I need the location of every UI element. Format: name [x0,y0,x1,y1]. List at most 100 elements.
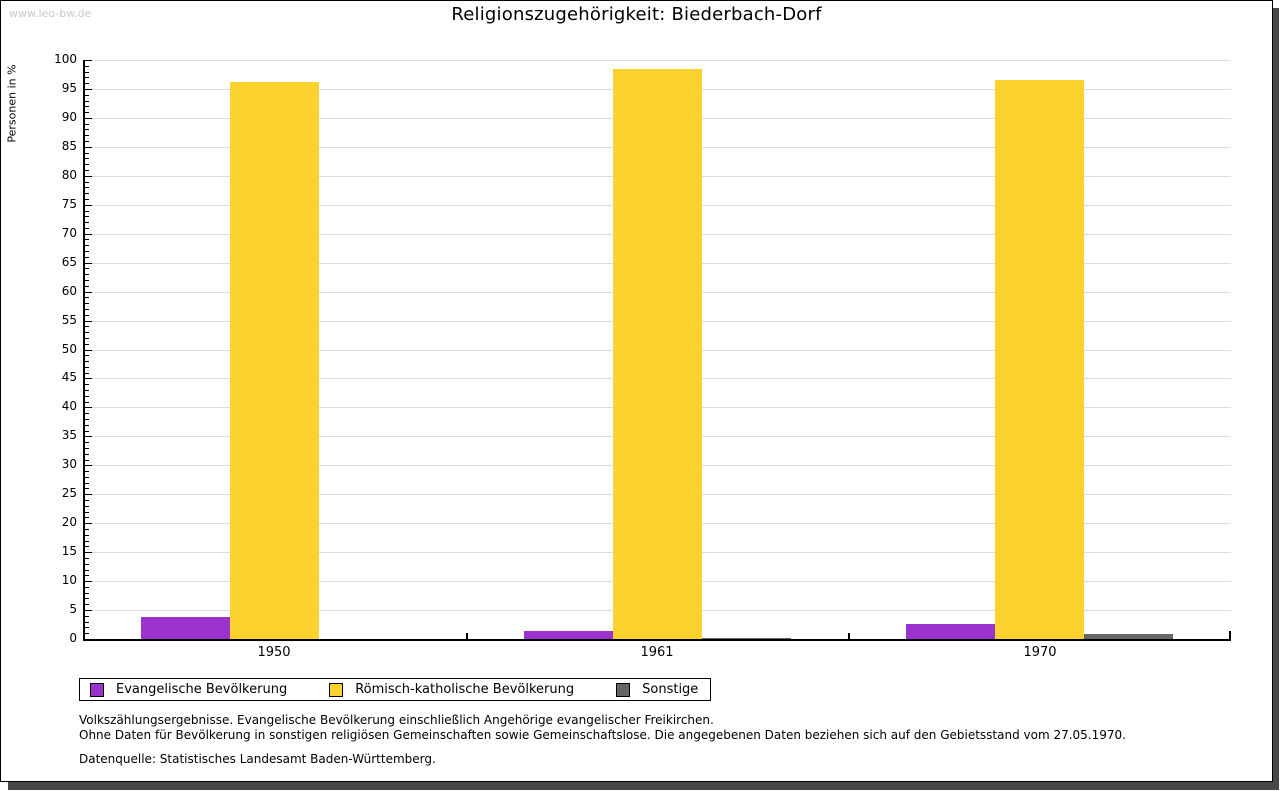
y-minor-tick-36 [85,431,89,432]
y-minor-tick-52 [85,338,89,339]
y-tick-label-5: 5 [69,602,77,616]
y-major-tick-95 [85,89,92,90]
legend-label-2: Sonstige [642,682,699,697]
y-minor-tick-61 [85,286,89,287]
y-minor-tick-31 [85,460,89,461]
y-minor-tick-7 [85,598,89,599]
legend-label-0: Evangelische Bevölkerung [116,682,288,697]
y-major-tick-75 [85,205,92,206]
y-minor-tick-51 [85,344,89,345]
y-minor-tick-27 [85,483,89,484]
legend-item-1: Römisch-katholische Bevölkerung [329,682,574,697]
y-minor-tick-59 [85,297,89,298]
bar-1961-1 [613,69,702,639]
y-tick-label-70: 70 [61,226,77,240]
y-tick-label-95: 95 [61,81,77,95]
y-major-tick-85 [85,147,92,148]
y-minor-tick-99 [85,66,89,67]
y-minor-tick-83 [85,158,89,159]
y-minor-tick-46 [85,373,89,374]
y-minor-tick-98 [85,72,89,73]
y-minor-tick-92 [85,106,89,107]
y-major-tick-15 [85,552,92,553]
y-minor-tick-49 [85,355,89,356]
y-minor-tick-38 [85,419,89,420]
y-major-tick-25 [85,494,92,495]
y-minor-tick-84 [85,153,89,154]
y-minor-tick-62 [85,280,89,281]
y-minor-tick-4 [85,616,89,617]
y-tick-label-25: 25 [61,486,77,500]
y-minor-tick-88 [85,129,89,130]
y-minor-tick-41 [85,402,89,403]
y-tick-label-85: 85 [61,139,77,153]
y-major-tick-10 [85,581,92,582]
y-tick-label-30: 30 [61,457,77,471]
y-major-tick-0 [85,639,92,640]
y-minor-tick-72 [85,222,89,223]
y-tick-label-45: 45 [61,370,77,384]
legend-label-1: Römisch-katholische Bevölkerung [355,682,575,697]
y-tick-label-55: 55 [61,313,77,327]
bar-1961-2 [702,638,791,639]
bar-1970-0 [906,624,995,639]
y-major-tick-90 [85,118,92,119]
y-major-tick-20 [85,523,92,524]
bar-1970-1 [995,80,1084,639]
y-minor-tick-14 [85,558,89,559]
x-axis-end-tick [1229,631,1231,639]
y-tick-label-35: 35 [61,428,77,442]
bar-1961-0 [524,631,613,639]
y-minor-tick-16 [85,546,89,547]
chart-title: Religionszugehörigkeit: Biederbach-Dorf [451,4,822,25]
y-minor-tick-56 [85,315,89,316]
y-minor-tick-96 [85,83,89,84]
bar-1950-0 [141,617,230,639]
y-minor-tick-58 [85,303,89,304]
y-tick-label-40: 40 [61,399,77,413]
y-minor-tick-37 [85,425,89,426]
y-minor-tick-64 [85,268,89,269]
y-minor-tick-79 [85,182,89,183]
y-tick-label-20: 20 [61,515,77,529]
y-minor-tick-74 [85,211,89,212]
y-minor-tick-8 [85,593,89,594]
y-tick-label-60: 60 [61,284,77,298]
legend: Evangelische Bevölkerung Römisch-katholis… [79,678,712,701]
y-major-tick-60 [85,292,92,293]
y-tick-label-80: 80 [61,168,77,182]
y-minor-tick-26 [85,488,89,489]
y-minor-tick-54 [85,326,89,327]
y-minor-tick-81 [85,170,89,171]
y-minor-tick-87 [85,135,89,136]
y-major-tick-100 [85,60,92,61]
y-minor-tick-63 [85,274,89,275]
y-minor-tick-1 [85,633,89,634]
legend-swatch-2 [616,682,631,697]
y-major-tick-55 [85,321,92,322]
x-axis-line [83,639,1231,641]
y-minor-tick-29 [85,471,89,472]
y-major-tick-40 [85,407,92,408]
y-tick-label-10: 10 [61,573,77,587]
y-tick-label-100: 100 [54,52,77,66]
y-minor-tick-48 [85,361,89,362]
y-minor-tick-9 [85,587,89,588]
footnote-line-2: Ohne Daten für Bevölkerung in sonstigen … [79,728,1126,742]
y-major-tick-45 [85,378,92,379]
y-tick-label-15: 15 [61,544,77,558]
y-minor-tick-97 [85,77,89,78]
y-major-tick-30 [85,465,92,466]
footnote-line-1: Volkszählungsergebnisse. Evangelische Be… [79,713,714,727]
y-minor-tick-43 [85,390,89,391]
y-major-tick-70 [85,234,92,235]
footnotes: Volkszählungsergebnisse. Evangelische Be… [79,713,1219,767]
y-minor-tick-77 [85,193,89,194]
legend-item-0: Evangelische Bevölkerung [90,682,287,697]
y-minor-tick-13 [85,564,89,565]
y-minor-tick-33 [85,448,89,449]
y-minor-tick-94 [85,95,89,96]
y-minor-tick-67 [85,251,89,252]
y-minor-tick-23 [85,506,89,507]
